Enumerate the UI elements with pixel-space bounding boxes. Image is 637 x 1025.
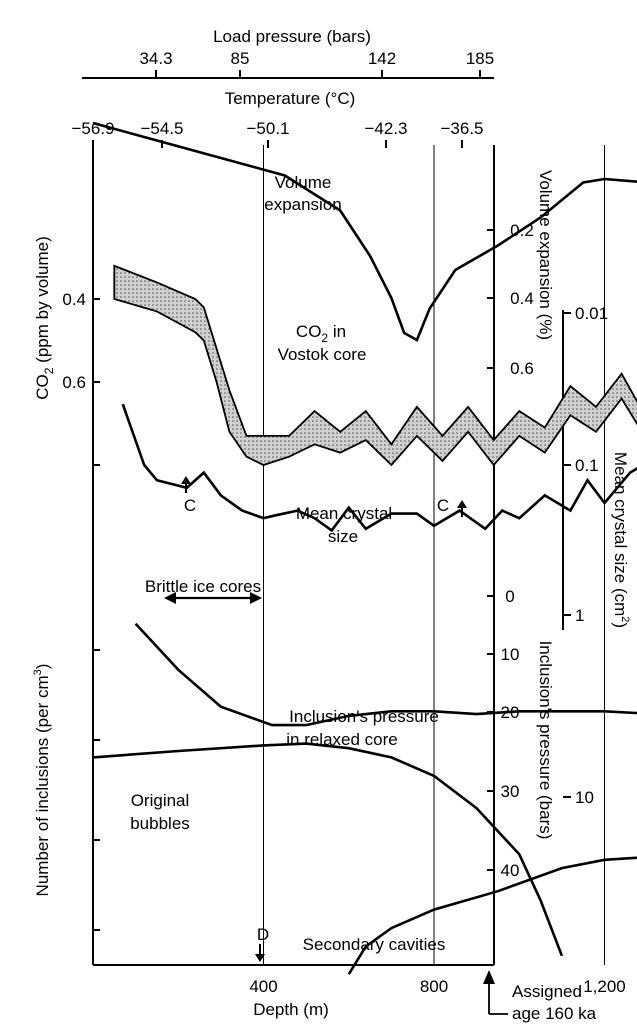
brittle-range-arrow-right xyxy=(250,592,262,604)
crystal-size-ticks: 0.01 0.1 1 10 xyxy=(563,304,608,807)
temperature-tick-56p9: −56.9 xyxy=(71,119,114,138)
original-bubbles-label-2: bubbles xyxy=(130,814,190,833)
inclusion-pressure-line xyxy=(134,622,637,727)
inclusion-pressure-tick-10: 10 xyxy=(501,645,520,664)
temperature-tick-54p5: −54.5 xyxy=(140,119,183,138)
marker-c-left-label: C xyxy=(184,496,196,515)
depth-axis-label: Depth (m) xyxy=(253,1000,329,1019)
volume-expansion-tick-0p6: 0.6 xyxy=(510,359,534,378)
marker-d-arrow-head xyxy=(255,954,265,962)
brittle-range-arrow-left xyxy=(164,592,176,604)
co2-label-2: Vostok core xyxy=(278,345,367,364)
original-bubbles-line xyxy=(92,742,564,957)
inclusion-pressure-tick-30: 30 xyxy=(501,782,520,801)
crystal-size-label-1: Mean crystal xyxy=(296,504,392,523)
secondary-cavities-label: Secondary cavities xyxy=(303,935,446,954)
load-pressure-tick-185: 185 xyxy=(466,49,494,68)
assigned-age-label-1: Assigned xyxy=(512,982,582,1001)
inclusion-pressure-axis-label: Inclusion's pressure (bars) xyxy=(536,641,555,840)
load-pressure-tick-85: 85 xyxy=(231,49,250,68)
crystal-size-tick-0p01: 0.01 xyxy=(575,304,608,323)
temperature-tick-42p3: −42.3 xyxy=(364,119,407,138)
co2-axis-label: CO2 (ppm by volume) xyxy=(33,236,56,400)
secondary-cavities-line xyxy=(347,856,637,975)
co2-tick-0p6: 0.6 xyxy=(62,373,86,392)
depth-tick-800: 800 xyxy=(420,977,448,996)
co2-tick-0p4: 0.4 xyxy=(62,290,86,309)
marker-c-left-arrow-head xyxy=(181,476,191,484)
series-layer xyxy=(92,121,637,975)
temperature-axis-label: Temperature (°C) xyxy=(225,89,356,108)
inclusion-pressure-tick-40: 40 xyxy=(501,861,520,880)
crystal-size-axis-label: Mean crystal size (cm2) xyxy=(611,452,631,628)
volume-expansion-label-2: expansion xyxy=(264,195,342,214)
load-pressure-tick-34p3: 34.3 xyxy=(139,49,172,68)
volume-expansion-tick-0p4: 0.4 xyxy=(510,289,534,308)
crystal-size-tick-0p1: 0.1 xyxy=(575,456,599,475)
co2-label-1: CO2 in xyxy=(296,322,346,345)
marker-d-label: D xyxy=(257,925,269,944)
temperature-tick-36p5: −36.5 xyxy=(440,119,483,138)
left-ticks: 0.4 0.6 xyxy=(62,290,100,931)
crystal-size-tick-10: 10 xyxy=(575,788,594,807)
crystal-size-label-2: size xyxy=(328,527,358,546)
marker-c-right-label: C xyxy=(437,496,449,515)
inclusion-pressure-label-2: in relaxed core xyxy=(286,730,398,749)
crystal-size-tick-1: 1 xyxy=(575,606,584,625)
load-pressure-tick-142: 142 xyxy=(368,49,396,68)
depth-gridlines xyxy=(263,145,605,965)
volume-expansion-label-1: Volume xyxy=(275,173,332,192)
inclusion-pressure-tick-0: 0 xyxy=(505,587,514,606)
assigned-age-arrow-head xyxy=(483,970,495,984)
depth-tick-400: 400 xyxy=(249,977,277,996)
volume-expansion-axis-label: Volume expansion (%) xyxy=(536,170,555,340)
inclusion-pressure-label-1: Inclusion's pressure xyxy=(289,707,439,726)
load-pressure-ticks: 34.3 85 142 185 xyxy=(139,49,494,78)
co2-vostok-band xyxy=(113,264,637,467)
load-pressure-axis-label: Load pressure (bars) xyxy=(213,27,371,46)
inclusions-axis-label: Number of inclusions (per cm3) xyxy=(32,664,52,897)
annotations: Volume expansion CO2 in Vostok core Mean… xyxy=(130,173,596,1023)
mean-crystal-size-line xyxy=(121,403,637,533)
original-bubbles-label-1: Original xyxy=(131,791,190,810)
depth-tick-1200: 1,200 xyxy=(583,977,626,996)
volume-expansion-line xyxy=(92,121,637,342)
brittle-ice-label: Brittle ice cores xyxy=(145,577,261,596)
temperature-ticks: −56.9 −54.5 −50.1 −42.3 −36.5 xyxy=(71,119,484,148)
top-axes: Load pressure (bars) 34.3 85 142 185 Temper… xyxy=(71,27,494,148)
assigned-age-label-2: age 160 ka xyxy=(512,1004,597,1023)
marker-c-right-arrow-head xyxy=(457,500,467,508)
temperature-tick-50p1: −50.1 xyxy=(246,119,289,138)
